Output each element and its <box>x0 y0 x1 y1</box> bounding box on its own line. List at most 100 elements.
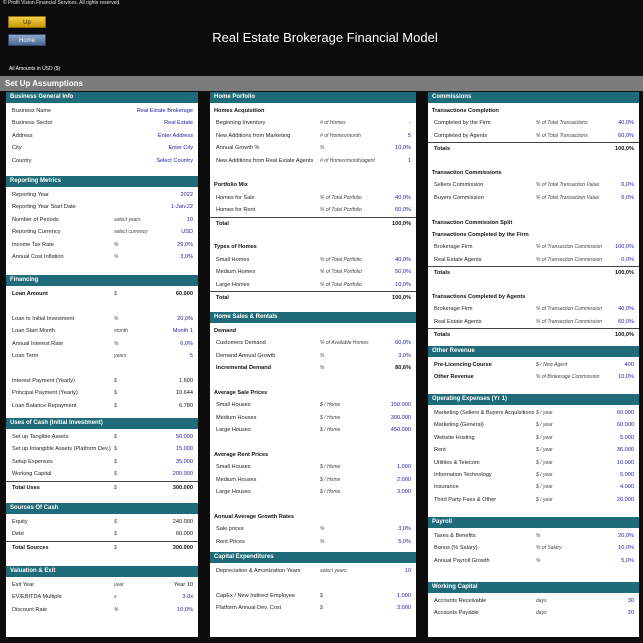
row-label: Rent <box>434 447 446 454</box>
row-value[interactable]: 3,0% <box>398 526 411 533</box>
row-value[interactable]: 60,0% <box>395 340 411 347</box>
row-value[interactable]: 35.000 <box>175 458 193 465</box>
row-value[interactable]: 200.000 <box>172 471 193 478</box>
row-value[interactable]: 10,0% <box>177 606 193 613</box>
input-row-annual-cost-inflation: Annual Cost Inflation% 3,0% <box>6 251 198 263</box>
row-value[interactable]: 0,0% <box>621 256 634 263</box>
row-unit: month <box>114 328 128 335</box>
row-value[interactable]: 4.000 <box>620 484 634 491</box>
row-value[interactable]: 20,0% <box>177 315 193 322</box>
row-label: Real Estate Agents <box>434 318 482 325</box>
row-value[interactable]: 10,0% <box>618 374 634 381</box>
row-value[interactable]: 36.000 <box>616 447 634 454</box>
row-unit: $ <box>114 544 117 551</box>
row-value: 6.780 <box>179 402 193 409</box>
row-unit: % of Transaction Commission <box>536 318 603 325</box>
row-unit: years <box>114 353 127 359</box>
row-value[interactable]: 10 <box>404 568 411 574</box>
row-value[interactable]: 20,0% <box>618 533 634 539</box>
row-value[interactable]: 40,0% <box>618 306 634 313</box>
row-label: Homes Acquisition <box>214 108 265 114</box>
row-unit: % of Total Transaction Value <box>536 194 600 201</box>
row-value[interactable]: 1.000 <box>397 592 411 599</box>
row-unit: $ / Home <box>320 476 341 483</box>
section-header: Sources Of Cash <box>6 503 198 514</box>
row-value[interactable]: 15.000 <box>175 446 193 453</box>
row-value[interactable]: 10.000 <box>616 459 634 466</box>
row-value[interactable]: 5 <box>407 132 411 139</box>
row-value[interactable]: 5 <box>189 353 193 359</box>
row-value[interactable]: Enter Address <box>157 132 193 139</box>
row-value[interactable]: 100,0% <box>615 244 634 251</box>
row-value[interactable]: 5,0% <box>398 538 411 545</box>
row-label: New Additions from Marketing <box>216 132 291 139</box>
row-value[interactable]: 5.000 <box>620 434 634 441</box>
row-value[interactable]: 30 <box>627 598 634 604</box>
row-value[interactable]: 50.000 <box>175 434 193 440</box>
row-label: Demand Annual Growth <box>216 352 276 359</box>
row-label: Homes for Sale <box>216 194 255 201</box>
row-value[interactable]: 10,0% <box>395 145 411 152</box>
row-value[interactable]: 3,0% <box>180 254 193 260</box>
row-unit: $ / year <box>536 472 553 478</box>
row-unit: % of Total Transactions <box>536 132 588 139</box>
row-label: Transactions Completed by Agents <box>432 294 526 300</box>
row-value[interactable]: 2.000 <box>397 476 411 483</box>
row-value: 100,0% <box>615 146 634 153</box>
row-value[interactable]: Real Estate <box>164 120 193 127</box>
row-unit: $ <box>114 390 117 397</box>
section-other-revenue: Other Revenue Pre-Licencing Course $ / New… <box>428 346 639 388</box>
row-value[interactable]: 40,0% <box>618 120 634 127</box>
row-value[interactable]: 60,0% <box>618 318 634 325</box>
row-value[interactable]: 6,0% <box>621 194 634 201</box>
row-value[interactable]: 450.000 <box>390 427 411 434</box>
row-value[interactable]: 40,0% <box>395 256 411 263</box>
input-row-ev-ebitda-multiple: EV/EBITDA Multiple x 3.0x <box>6 591 198 603</box>
input-row-reporting-year-start-date: Reporting Year Start Date 1-Jan-22 <box>6 201 198 213</box>
row-value[interactable]: 50,0% <box>395 269 411 276</box>
row-label: Loan to Initial Investment <box>12 315 75 322</box>
row-value[interactable]: Select Country <box>156 157 193 164</box>
row-value[interactable]: 60.000 <box>616 410 634 416</box>
row-value[interactable]: 1 <box>407 157 411 164</box>
row-value[interactable]: 6,0% <box>621 182 634 189</box>
row-value[interactable]: 60,0% <box>618 132 634 139</box>
row-value[interactable]: 3.000 <box>397 605 411 612</box>
input-row-sale-prices: Sale prices% 3,0% <box>210 523 416 535</box>
row-value[interactable]: 3.0x <box>182 594 193 601</box>
row-value[interactable]: 5.000 <box>620 472 634 478</box>
row-value[interactable]: 400 <box>624 362 634 368</box>
row-label: Set up Tangible Assets <box>12 434 69 440</box>
row-label: Other Revenue <box>434 374 474 381</box>
input-row-accounts-receivable: Accounts Receivable days 30 <box>428 595 639 607</box>
row-value[interactable]: 6,0% <box>180 340 193 347</box>
row-value[interactable]: 150.000 <box>390 402 411 409</box>
row-value[interactable]: 10,0% <box>395 281 411 288</box>
up-button[interactable]: Up <box>8 16 46 28</box>
row-value[interactable]: 3,0% <box>398 352 411 359</box>
row-value[interactable]: 1.000 <box>397 464 411 471</box>
row-value[interactable]: 10 <box>186 216 193 223</box>
row-value[interactable]: 10,0% <box>618 545 634 552</box>
row-value[interactable]: 1-Jan-22 <box>170 204 193 211</box>
input-row-average-sale-prices: Average Sale Prices <box>210 387 416 399</box>
row-value[interactable]: 3.000 <box>397 489 411 496</box>
row-value[interactable]: 5,0% <box>621 557 634 564</box>
row-value[interactable]: 2022 <box>180 192 193 198</box>
row-value[interactable]: 29,0% <box>177 241 193 248</box>
row-unit: $ / year <box>536 496 553 503</box>
row-value[interactable]: 60,0% <box>395 207 411 214</box>
home-button[interactable]: Home <box>8 34 46 46</box>
row-value[interactable]: 300.000 <box>390 414 411 421</box>
row-unit: % of Total Portfolio <box>320 281 362 288</box>
row-value[interactable]: 60.000 <box>616 422 634 429</box>
row-label: Buyers Commission <box>434 194 484 201</box>
row-value[interactable]: 40,0% <box>395 194 411 201</box>
row-value[interactable]: Month 1 <box>172 328 193 335</box>
row-value[interactable]: Enter City <box>168 145 193 152</box>
input-row-totals: Totals 100,0% <box>428 328 639 341</box>
row-value[interactable]: USD <box>181 229 193 236</box>
row-value[interactable]: Real Estate Brokerage <box>136 108 193 114</box>
row-value[interactable]: 20.000 <box>616 496 634 503</box>
row-value[interactable]: 20 <box>627 610 634 617</box>
